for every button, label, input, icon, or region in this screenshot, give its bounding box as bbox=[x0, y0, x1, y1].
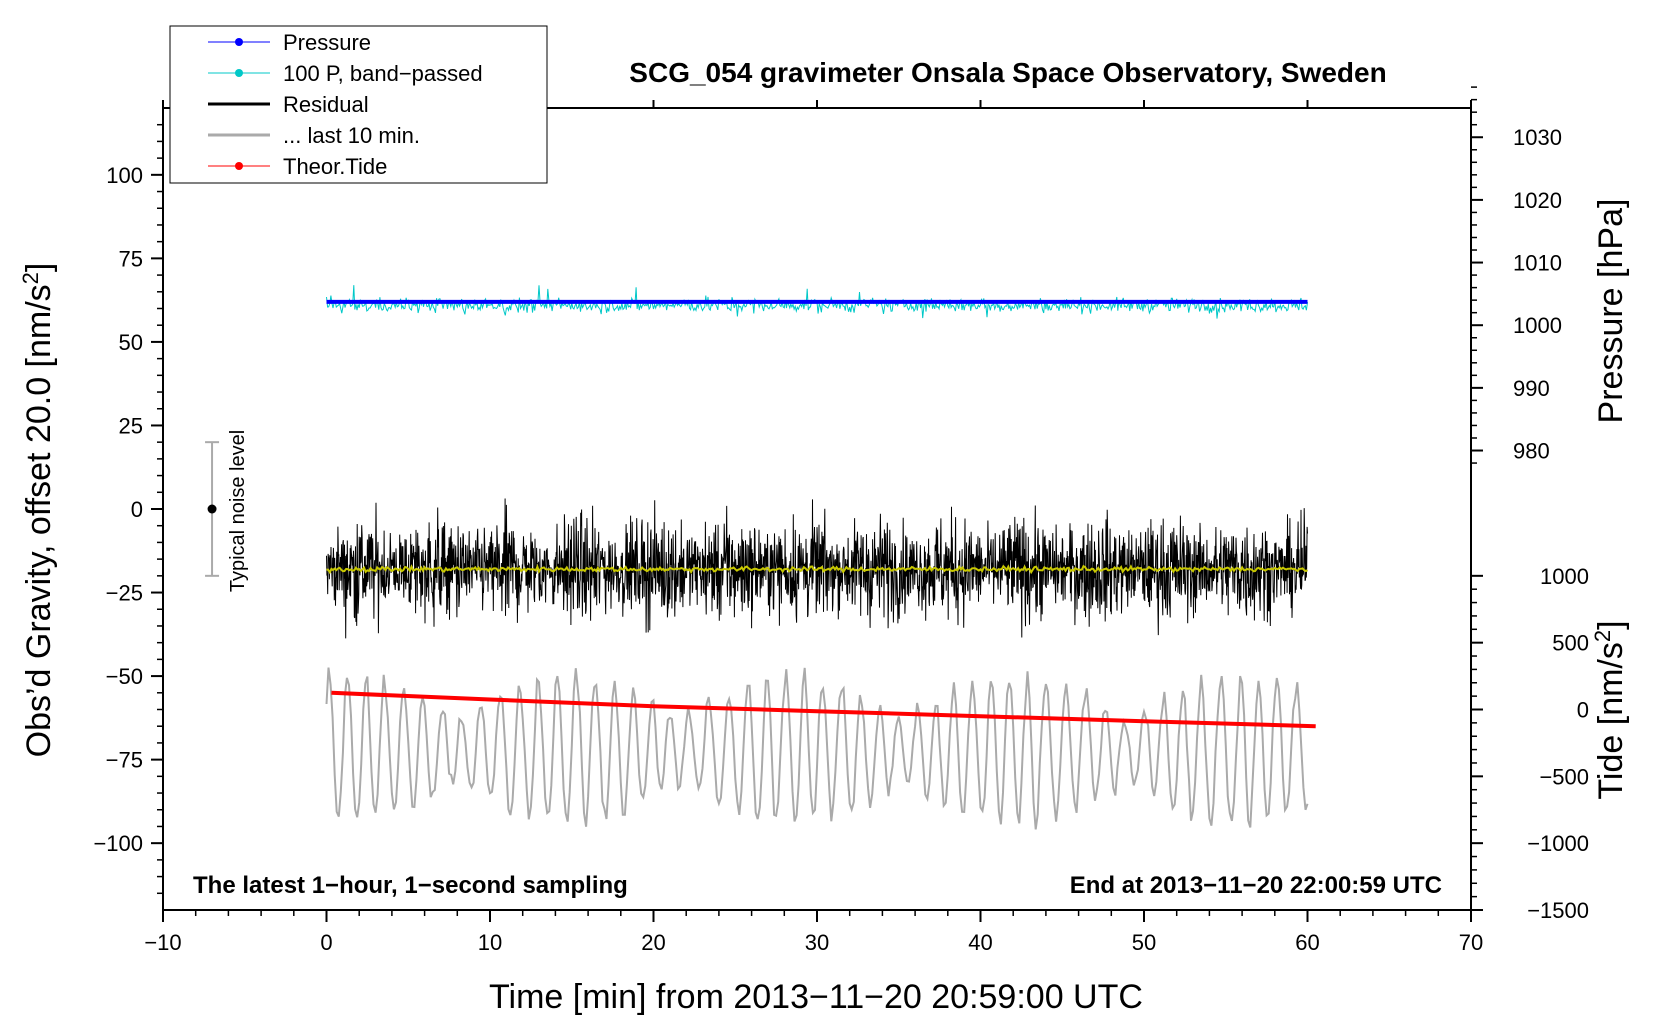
y-tick-label: 25 bbox=[119, 413, 143, 438]
end-time-annotation: End at 2013−11−20 22:00:59 UTC bbox=[1070, 872, 1442, 899]
legend-label: Theor.Tide bbox=[283, 154, 387, 179]
x-axis-title: Time [min] from 2013−11−20 20:59:00 UTC bbox=[489, 978, 1143, 1016]
pressure-tick-label: 980 bbox=[1513, 439, 1550, 464]
series-layer: Typical noise level bbox=[205, 285, 1316, 830]
tide-tick-label: 500 bbox=[1552, 631, 1589, 656]
y-tick-label: −50 bbox=[106, 664, 143, 689]
x-tick-label: 10 bbox=[478, 930, 502, 955]
x-tick-label: 70 bbox=[1459, 930, 1483, 955]
residual-smoothed-line bbox=[326, 563, 1309, 575]
pressure-axis-title: Pressure [hPa] bbox=[1592, 199, 1630, 424]
legend-marker bbox=[235, 162, 243, 170]
residual-line bbox=[326, 498, 1308, 639]
y-tick-label: −25 bbox=[106, 581, 143, 606]
y-tick-label: 75 bbox=[119, 246, 143, 271]
last-10-min-line bbox=[325, 667, 1309, 830]
pressure-tick-label: 990 bbox=[1513, 376, 1550, 401]
x-tick-label: 0 bbox=[320, 930, 332, 955]
legend-label: ... last 10 min. bbox=[283, 123, 420, 148]
x-tick-label: 60 bbox=[1295, 930, 1319, 955]
legend-label: Residual bbox=[283, 92, 369, 117]
tide-tick-label: 1000 bbox=[1540, 564, 1589, 589]
noise-level-label: Typical noise level bbox=[227, 430, 249, 592]
axes-layer: −10 0 10 20 30 40 50 60 70−100−75−50−25025507510… bbox=[93, 86, 1589, 955]
y-tick-label: 0 bbox=[131, 497, 143, 522]
pressure-tick-label: 1010 bbox=[1513, 251, 1562, 276]
legend: Pressure 100 P, band−passed Residual ... la… bbox=[169, 25, 548, 184]
tide-tick-label: −500 bbox=[1539, 764, 1589, 789]
pressure-tick-label: 1020 bbox=[1513, 188, 1562, 213]
x-tick-label: 30 bbox=[805, 930, 829, 955]
legend-label: Pressure bbox=[283, 30, 371, 55]
tide-axis-title: Tide [nm/s2] bbox=[1590, 620, 1631, 799]
theoretical-tide-line bbox=[331, 690, 1316, 729]
noise-bar-center bbox=[207, 504, 217, 514]
pressure-tick-label: 1030 bbox=[1513, 125, 1562, 150]
x-tick-label: 40 bbox=[968, 930, 992, 955]
x-tick-label: 50 bbox=[1132, 930, 1156, 955]
legend-label: 100 P, band−passed bbox=[283, 61, 483, 86]
tide-tick-label: −1000 bbox=[1527, 831, 1589, 856]
tide-tick-label: 0 bbox=[1577, 698, 1589, 723]
y-tick-label: −75 bbox=[106, 748, 143, 773]
y-tick-label: 100 bbox=[106, 163, 143, 188]
x-tick-label: −10 bbox=[144, 930, 181, 955]
chart-title: SCG_054 gravimeter Onsala Space Observat… bbox=[629, 57, 1386, 88]
x-tick-label: 20 bbox=[641, 930, 665, 955]
legend-marker bbox=[235, 38, 243, 46]
y-tick-label: −100 bbox=[93, 831, 143, 856]
legend-marker bbox=[235, 69, 243, 77]
y-axis-title: Obs’d Gravity, offset 20.0 [nm/s2] bbox=[18, 263, 59, 758]
y-tick-label: 50 bbox=[119, 330, 143, 355]
sampling-annotation: The latest 1−hour, 1−second sampling bbox=[193, 872, 628, 899]
tide-tick-label: −1500 bbox=[1527, 898, 1589, 923]
pressure-tick-label: 1000 bbox=[1513, 313, 1562, 338]
